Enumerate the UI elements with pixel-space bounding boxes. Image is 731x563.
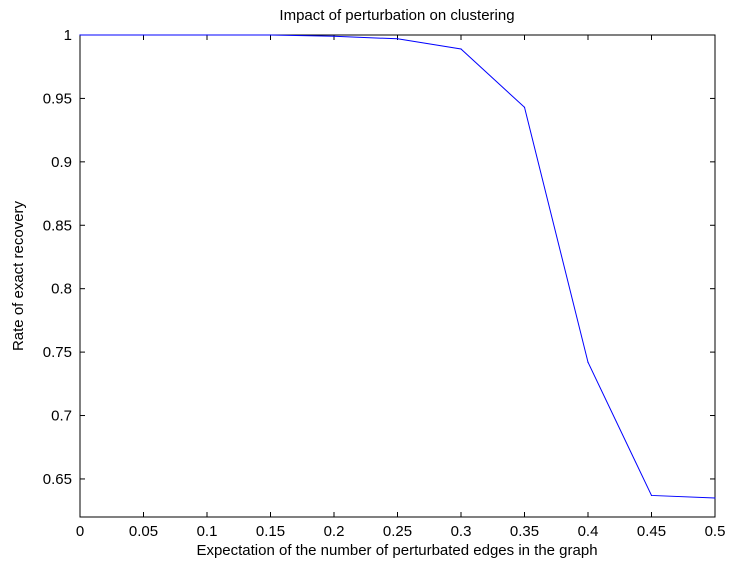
x-tick-label: 0 (76, 523, 84, 540)
x-tick-label: 0.05 (129, 523, 158, 540)
data-point (714, 497, 716, 499)
x-tick-label: 0.4 (578, 523, 599, 540)
x-tick-label: 0.45 (637, 523, 666, 540)
data-point (333, 35, 335, 37)
y-tick-label: 0.9 (51, 154, 72, 171)
y-tick-label: 0.75 (43, 344, 72, 361)
data-point (206, 34, 208, 36)
series-layer (79, 34, 716, 499)
data-point (269, 34, 272, 36)
x-tick-label: 0.5 (705, 523, 726, 540)
data-point (460, 48, 462, 50)
y-tick-label: 0.7 (51, 408, 72, 425)
chart-title: Impact of perturbation on clustering (279, 7, 514, 24)
x-tick-label: 0.35 (510, 523, 539, 540)
x-tick-label: 0.25 (383, 523, 412, 540)
data-point (650, 494, 653, 497)
x-axis-ticks: 0 0.05 0.1 0.15 0.2 0.25 0.3 0.35 0.4 0.45 0.5 (76, 35, 726, 540)
y-axis-ticks: 0.65 0.7 0.75 0.8 0.85 0.9 0.95 1 (43, 27, 715, 488)
y-tick-label: 1 (64, 27, 72, 44)
data-point (142, 34, 145, 36)
data-point (523, 106, 526, 108)
data-point (79, 34, 81, 36)
y-tick-label: 0.95 (43, 90, 72, 107)
y-tick-label: 0.8 (51, 281, 72, 298)
plot-area (79, 34, 716, 518)
x-tick-label: 0.3 (451, 523, 472, 540)
x-tick-label: 0.2 (324, 523, 345, 540)
y-axis-label: Rate of exact recovery (10, 200, 27, 351)
y-tick-label: 0.85 (43, 217, 72, 234)
x-tick-label: 0.15 (256, 523, 285, 540)
data-point (587, 361, 589, 363)
x-axis-label: Expectation of the number of perturbated… (196, 542, 597, 559)
x-tick-label: 0.1 (197, 523, 218, 540)
data-point (396, 38, 399, 40)
y-tick-label: 0.65 (43, 471, 72, 488)
